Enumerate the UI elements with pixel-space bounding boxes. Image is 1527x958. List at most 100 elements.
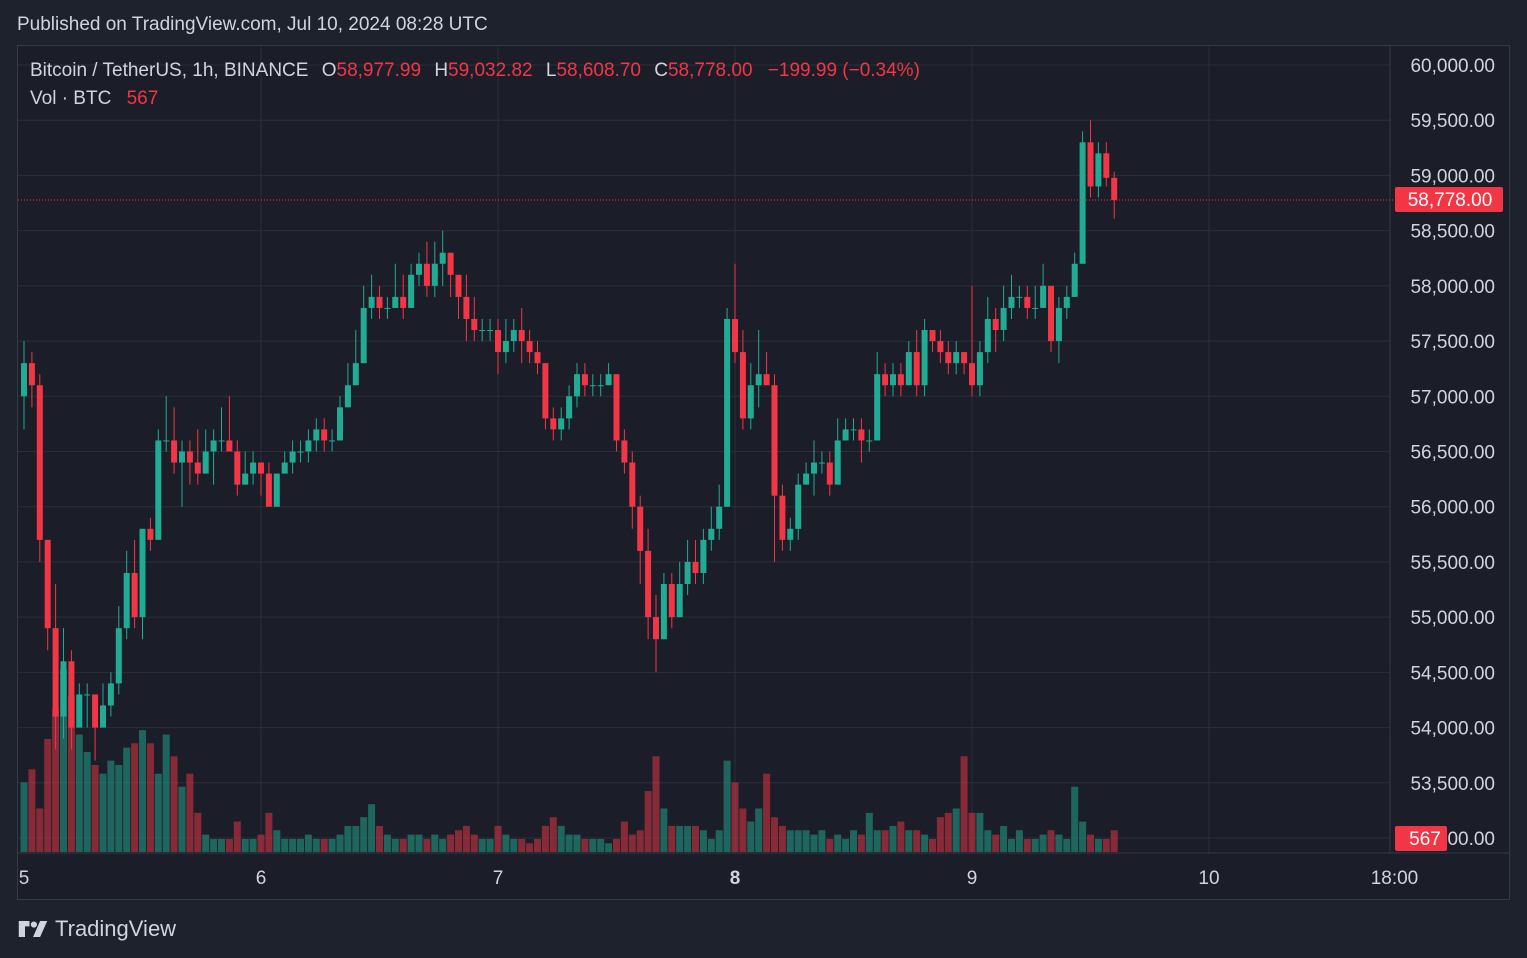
candle-body (329, 440, 336, 442)
volume-bar (360, 817, 368, 852)
candle-body (597, 385, 604, 387)
candle-body (100, 705, 106, 728)
candle-body (771, 385, 778, 496)
volume-bar (968, 812, 976, 852)
volume-bar (146, 743, 154, 852)
volume-bar (660, 808, 668, 852)
candle-body (961, 352, 968, 364)
chart-frame[interactable] (17, 45, 1510, 900)
candle-body (668, 584, 675, 618)
candle-body (589, 385, 596, 387)
candle-body (281, 462, 288, 474)
volume-bar (873, 830, 881, 852)
volume-bar (818, 830, 826, 852)
candle-body (1079, 142, 1086, 264)
candle-body (408, 274, 415, 308)
published-caption: Published on TradingView.com, Jul 10, 20… (17, 14, 488, 35)
volume-bar (494, 825, 502, 852)
candle-body (423, 263, 430, 286)
candle-body (510, 330, 517, 342)
volume-bar (99, 773, 107, 852)
volume-bar (336, 834, 344, 852)
volume-bar (225, 838, 233, 852)
volume-bar (905, 830, 913, 852)
candle-body (186, 451, 193, 463)
candle-body (487, 330, 494, 332)
low-label: L (545, 60, 557, 81)
candle-body (992, 318, 999, 331)
time-tick-label: 5 (19, 868, 30, 889)
time-tick-label: 8 (730, 868, 741, 889)
candle-body (969, 363, 975, 386)
volume-bar (652, 756, 660, 852)
candle-body (1087, 142, 1094, 187)
volume-bar (810, 834, 818, 852)
candle-body (194, 462, 201, 474)
volume-bar (739, 808, 747, 852)
candle-body (842, 429, 849, 441)
volume-bar (929, 838, 936, 852)
candle-body (455, 274, 462, 297)
volume-bar (707, 838, 715, 852)
candle-body (155, 440, 162, 540)
volume-title[interactable]: Vol · BTC (30, 88, 112, 109)
price-tick-label: 60,000.00 (1410, 56, 1495, 77)
candle-body (218, 440, 225, 442)
volume-bar (620, 821, 628, 852)
open-value: 58,977.99 (336, 60, 422, 81)
symbol-title[interactable]: Bitcoin / TetherUS, 1h, BINANCE (30, 60, 309, 81)
candle-body (834, 440, 841, 485)
candle-body (337, 407, 343, 441)
volume-bar (423, 838, 431, 852)
volume-bar (391, 838, 399, 852)
candle-body (739, 352, 746, 419)
volume-bar (613, 838, 620, 852)
volume-bar (328, 838, 336, 852)
candle-body (368, 296, 375, 308)
volume-bar (944, 812, 952, 852)
candle-body (273, 473, 280, 507)
candle-body (542, 363, 549, 419)
volume-bar (233, 821, 241, 852)
candle-body (52, 628, 59, 717)
volume-bar (1071, 786, 1079, 852)
candle-body (850, 429, 857, 431)
volume-bars (20, 669, 1118, 852)
candle-body (68, 661, 75, 728)
footer-brand[interactable]: TradingView (17, 916, 176, 942)
candle-body (495, 330, 501, 353)
volume-bar (984, 830, 992, 852)
candle-body (400, 296, 407, 308)
volume-bar (534, 838, 541, 852)
volume-bar (518, 838, 526, 852)
candle-body (763, 374, 770, 386)
time-tick-label: 10 (1198, 868, 1219, 889)
candle-body (700, 539, 707, 573)
candle-body (171, 440, 178, 463)
change-value: −199.99 (−0.34%) (767, 60, 920, 81)
candle-body (811, 462, 817, 474)
candle-body (605, 374, 612, 386)
volume-bar (771, 817, 778, 852)
volume-bar (1087, 834, 1094, 852)
volume-bar (194, 812, 202, 852)
candle-body (179, 451, 185, 463)
volume-bar (1102, 838, 1110, 852)
price-tick-label: 56,500.00 (1410, 443, 1495, 464)
candle-body (905, 352, 912, 386)
candle-body (1111, 177, 1118, 200)
candle-body (747, 385, 754, 419)
volume-bar (1047, 830, 1055, 852)
volume-bar (44, 738, 52, 852)
volume-bar (1031, 838, 1039, 852)
volume-bar (439, 838, 447, 852)
candle-body (795, 484, 802, 529)
price-tick-label: 54,000.00 (1410, 719, 1495, 740)
price-tick-label: 58,000.00 (1410, 277, 1495, 298)
volume-bar (28, 769, 36, 852)
high-value: 59,032.82 (448, 60, 533, 81)
candle-body (755, 374, 762, 386)
candle-body (1095, 153, 1102, 187)
chart-legend: Bitcoin / TetherUS, 1h, BINANCE O58,977.… (30, 60, 920, 116)
